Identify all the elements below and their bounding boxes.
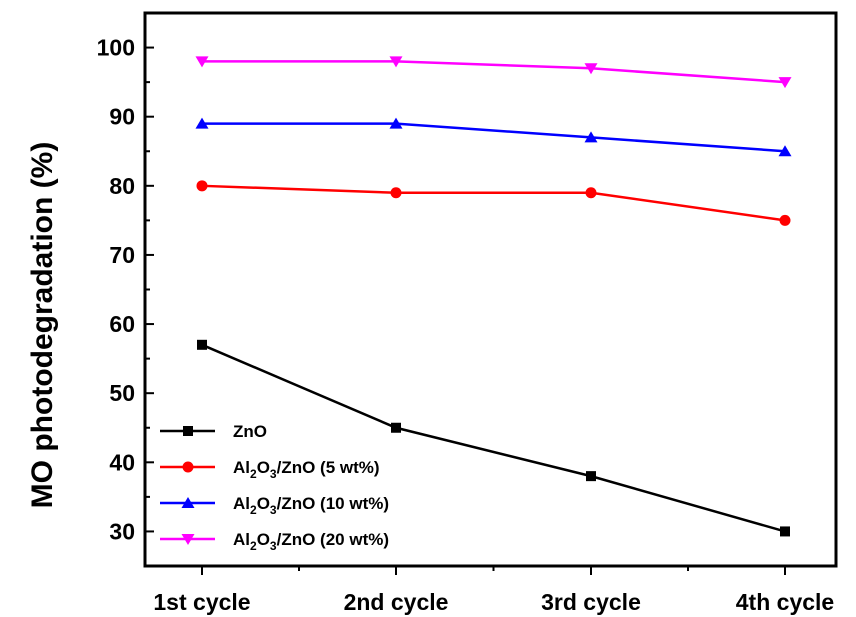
series-2: [195, 117, 792, 157]
series-line: [201, 184, 786, 222]
data-point: [586, 471, 596, 482]
y-tick-label: 90: [109, 104, 135, 130]
legend-label: Al2O3/ZnO (20 wt%): [233, 530, 389, 553]
legend-label: Al2O3/ZnO (10 wt%): [233, 494, 389, 517]
x-tick-label: 1st cycle: [153, 589, 250, 615]
plot-frame: [143, 11, 838, 568]
x-tick-label: 3rd cycle: [541, 589, 641, 615]
series-3: [195, 56, 792, 89]
x-tick-label: 2nd cycle: [344, 589, 449, 615]
legend: ZnO Al2O3/ZnO (5 wt%) Al2O3/ZnO (10 wt%) Al…: [160, 422, 389, 553]
legend-marker: [182, 461, 194, 473]
series-0: [197, 339, 790, 537]
y-axis-title: MO photodegradation (%): [26, 142, 59, 509]
y-tick-label: 30: [109, 518, 135, 544]
data-point: [584, 63, 598, 75]
data-point: [195, 56, 209, 68]
data-point: [197, 339, 207, 350]
data-point: [390, 187, 402, 199]
y-tick-label: 80: [109, 173, 135, 199]
legend-marker: [183, 426, 193, 436]
data-point: [196, 180, 208, 192]
legend-marker: [181, 497, 195, 508]
y-tick-label: 100: [97, 35, 135, 61]
series-line: [201, 343, 786, 533]
series-line: [202, 60, 786, 84]
data-point: [195, 117, 209, 129]
data-point: [389, 117, 403, 129]
series-1: [196, 180, 791, 226]
data-point: [391, 422, 401, 433]
data-point: [779, 214, 791, 226]
data-point: [584, 131, 598, 143]
y-tick-label: 50: [109, 380, 135, 406]
data-point: [778, 145, 792, 157]
legend-marker: [181, 534, 195, 545]
data-point: [778, 77, 792, 89]
y-tick-label: 70: [109, 242, 135, 268]
data-point: [585, 187, 597, 199]
y-tick-label: 60: [109, 311, 135, 337]
plot-area: 30 40 50 60 70 80 90 100 1st cycle 2nd cycle 3rd c…: [97, 11, 838, 615]
y-tick-label: 40: [109, 449, 135, 475]
legend-label: ZnO: [233, 422, 267, 441]
legend-label: Al2O3/ZnO (5 wt%): [233, 458, 380, 481]
data-point: [780, 526, 790, 537]
data-point: [389, 56, 403, 68]
x-tick-label: 4th cycle: [736, 589, 834, 615]
series-line: [202, 122, 786, 153]
